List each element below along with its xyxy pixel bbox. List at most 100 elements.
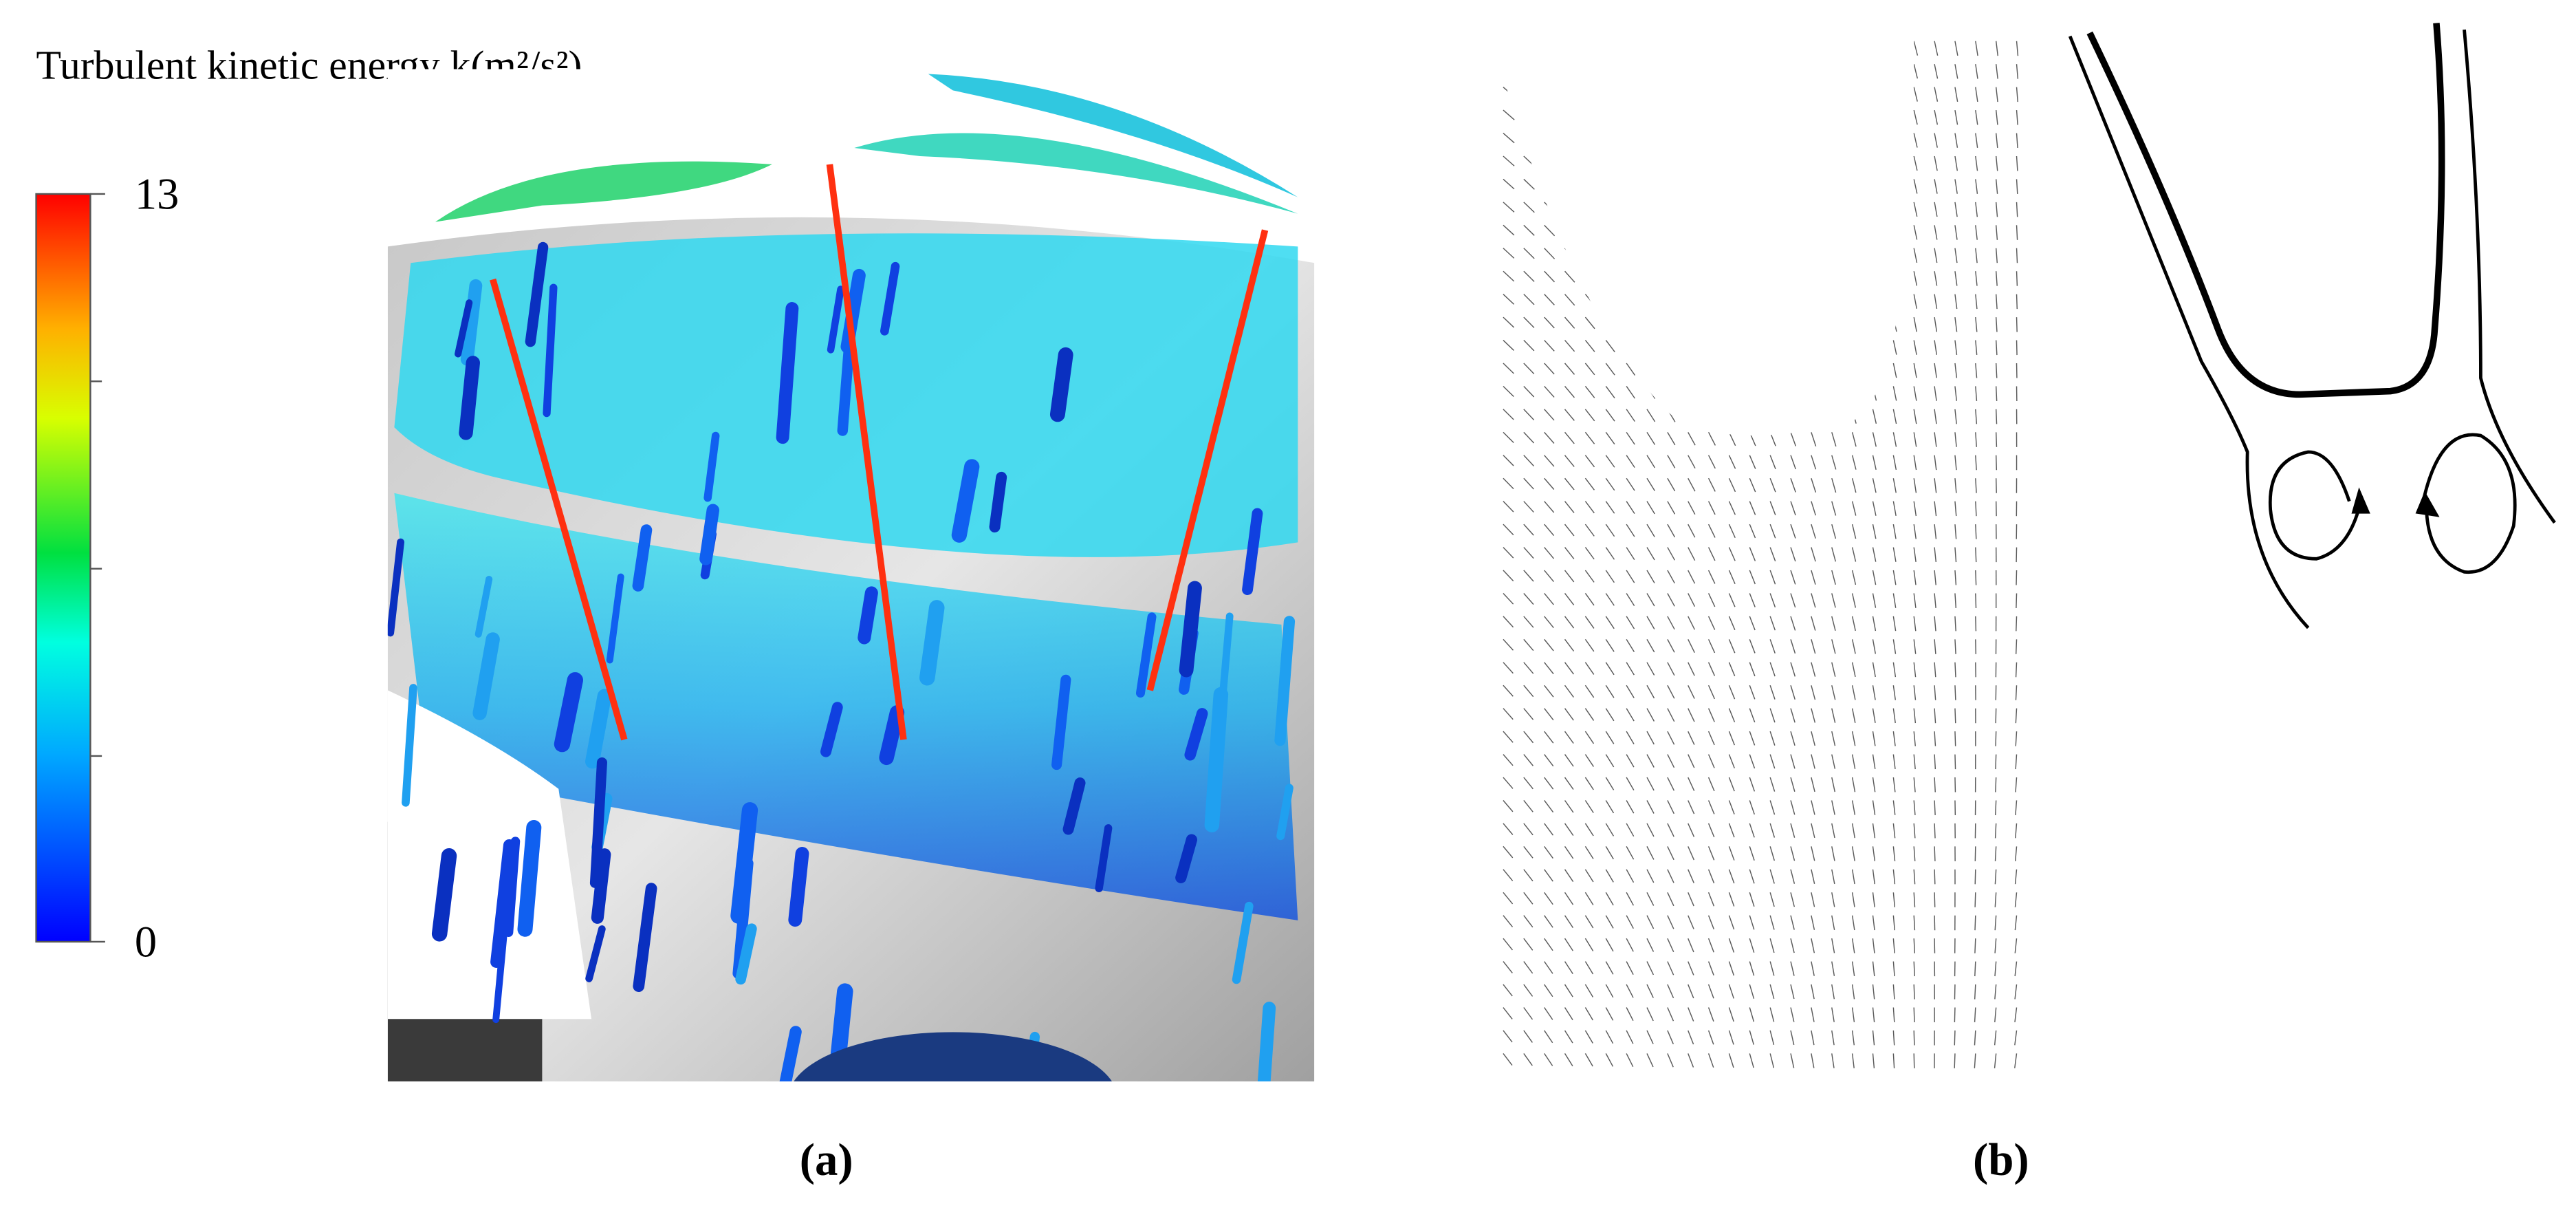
streak [633,883,657,992]
vector [1544,1053,1553,1066]
vector [1913,294,1918,309]
streak [1062,777,1086,835]
vector [1872,501,1877,516]
vector [1564,593,1575,605]
streak [543,283,558,418]
vector [1523,431,1535,444]
vector [1811,961,1815,976]
vector [1728,477,1736,493]
vector [1544,270,1555,283]
vector [1790,915,1795,930]
vector [1811,570,1816,585]
vector [1503,777,1514,789]
vector [1544,431,1555,444]
vector [1975,271,1978,286]
vector [1749,708,1756,723]
vector [1667,731,1675,745]
vector [1646,823,1655,837]
vector [1503,202,1515,213]
vector [1994,892,1997,907]
vortex-right [2421,433,2517,574]
vector [1892,731,1896,746]
vector [1769,477,1776,493]
vector [1605,915,1614,929]
vector [1831,1053,1835,1068]
vector [1688,984,1694,999]
vector [1995,110,1998,125]
streak [490,839,516,968]
vector [1749,777,1756,792]
vector [1975,64,1978,79]
vector [1728,731,1736,746]
vector [1728,823,1735,838]
vector [1975,248,1978,263]
vector [1564,984,1573,997]
vector [1728,869,1735,884]
vector [1974,1053,1976,1068]
vector [1954,455,1957,471]
vector [1523,294,1535,305]
vector [1523,270,1535,282]
vector [1811,432,1817,446]
vector [1954,409,1957,424]
vector [1584,731,1595,744]
vector [1954,41,1958,56]
vector [1749,1030,1754,1045]
vector [1934,363,1937,378]
vector [1626,363,1636,376]
vector [1564,915,1574,929]
vector [1544,800,1554,813]
vector [1707,455,1716,469]
vector [1811,915,1815,930]
vector [1872,1030,1875,1046]
vector [1749,616,1756,631]
vector [1523,800,1533,812]
vector [1913,87,1918,102]
vector [1626,593,1635,607]
vector [1564,892,1574,905]
vector [1954,340,1958,355]
streak [858,586,878,645]
vector [1605,823,1615,837]
vector [1975,202,1978,217]
vector [1934,202,1938,217]
vector [1995,87,1998,103]
colorbar [35,193,91,943]
vector [1544,869,1553,882]
vector [1688,501,1696,515]
vector [1974,892,1976,907]
vector [1913,133,1918,148]
vector [1523,409,1535,420]
vector [1544,316,1555,329]
streak [589,757,607,888]
vector [1872,1007,1875,1022]
vector [1790,501,1796,516]
vector [1811,478,1817,493]
colorbar-tick-label: 0 [135,917,157,966]
vector [1728,616,1736,630]
vector [1584,961,1594,975]
vector [1707,684,1715,700]
vector [1913,708,1917,724]
vector [1995,409,1998,424]
vector [2014,869,2018,885]
vector [1544,1030,1553,1044]
vector [1994,961,1997,977]
vector [1688,731,1695,745]
vector [1851,455,1857,470]
vector [1831,570,1836,585]
vector [1626,915,1634,929]
vector [1872,685,1876,700]
streak [919,600,945,686]
vector [1872,892,1875,907]
vector [1954,593,1957,608]
vector [1564,869,1574,883]
vector [1523,477,1534,490]
vector [1626,1007,1634,1021]
arrow-head [2415,491,2440,517]
vector [1790,961,1795,976]
vector [1749,754,1756,769]
vector [1831,823,1835,839]
streak [1135,612,1157,698]
vector [1605,984,1614,998]
